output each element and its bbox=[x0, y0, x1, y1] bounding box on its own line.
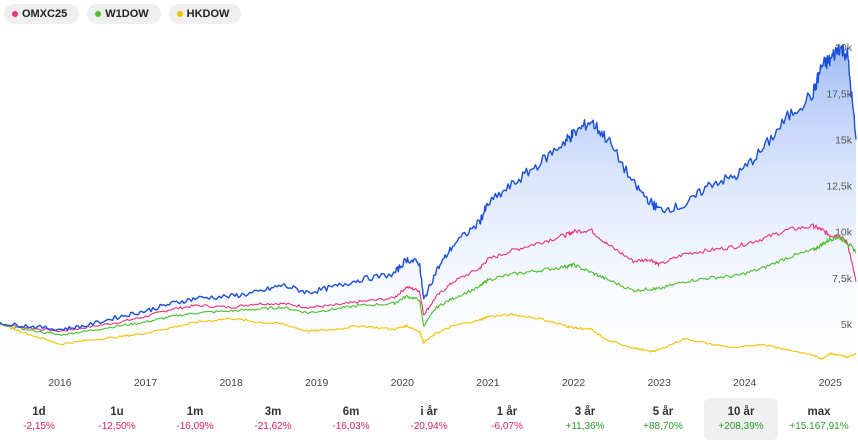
y-tick-label: 7,5k bbox=[832, 273, 853, 285]
period-change-value: -16,03% bbox=[332, 421, 370, 432]
x-tick-label: 2021 bbox=[476, 377, 500, 389]
x-tick-label: 2025 bbox=[819, 377, 843, 389]
y-tick-label: 12,5k bbox=[826, 181, 852, 193]
legend-dot-icon bbox=[12, 11, 18, 17]
period-button-1-år[interactable]: 1 år -6,07% bbox=[470, 398, 544, 440]
legend: OMXC25 W1DOW HKDOW bbox=[4, 4, 242, 24]
period-change-value: -20,94% bbox=[410, 421, 448, 432]
legend-label: HKDOW bbox=[186, 8, 230, 20]
x-tick-label: 2017 bbox=[134, 377, 158, 389]
series-line-omxc25 bbox=[0, 223, 857, 333]
period-label: max bbox=[807, 406, 831, 418]
period-button-3m[interactable]: 3m -21,62% bbox=[236, 398, 310, 440]
period-change-value: +15.167,91% bbox=[789, 421, 849, 432]
period-label: 3 år bbox=[574, 406, 596, 418]
period-label: 10 år bbox=[727, 406, 755, 418]
series-line-hkdow bbox=[0, 313, 857, 360]
period-change-value: -21,62% bbox=[254, 421, 292, 432]
series-line-primary bbox=[0, 44, 857, 332]
period-label: 1m bbox=[186, 406, 204, 418]
period-button-i-år[interactable]: i år -20,94% bbox=[392, 398, 466, 440]
x-tick-label: 2023 bbox=[647, 377, 671, 389]
series-area bbox=[0, 45, 856, 370]
period-change-value: -2,15% bbox=[23, 421, 55, 432]
period-label: i år bbox=[420, 406, 438, 418]
x-tick-label: 2016 bbox=[48, 377, 72, 389]
period-button-3-år[interactable]: 3 år +11,36% bbox=[548, 398, 622, 440]
period-change-value: -16,09% bbox=[176, 421, 214, 432]
period-button-6m[interactable]: 6m -16,03% bbox=[314, 398, 388, 440]
period-label: 6m bbox=[342, 406, 360, 418]
period-label: 3m bbox=[264, 406, 282, 418]
legend-dot-icon bbox=[176, 11, 183, 17]
x-tick-label: 2024 bbox=[733, 377, 757, 389]
series-line-w1dow bbox=[0, 235, 857, 337]
period-button-10-år[interactable]: 10 år +208,39% bbox=[704, 398, 778, 440]
period-label: 1 år bbox=[496, 406, 518, 418]
x-tick-label: 2018 bbox=[219, 377, 243, 389]
legend-chip-w1dow[interactable]: W1DOW bbox=[87, 4, 161, 24]
legend-label: W1DOW bbox=[105, 8, 149, 20]
legend-chip-hkdow[interactable]: HKDOW bbox=[168, 4, 242, 24]
period-button-5-år[interactable]: 5 år +88,70% bbox=[626, 398, 700, 440]
x-tick-label: 2022 bbox=[562, 377, 586, 389]
legend-dot-icon bbox=[95, 11, 102, 17]
period-label: 5 år bbox=[652, 406, 674, 418]
period-change-value: +11,36% bbox=[565, 421, 605, 432]
period-label: 1u bbox=[110, 406, 124, 418]
period-selector: 1d -2,15% 1u -12,50% 1m -16,09% 3m -21,62% 6m -16… bbox=[0, 398, 858, 440]
legend-chip-omxc25[interactable]: OMXC25 bbox=[4, 4, 80, 24]
period-button-1m[interactable]: 1m -16,09% bbox=[158, 398, 232, 440]
x-tick-label: 2020 bbox=[391, 377, 415, 389]
period-button-1u[interactable]: 1u -12,50% bbox=[80, 398, 154, 440]
period-button-max[interactable]: max +15.167,91% bbox=[782, 398, 856, 440]
period-button-1d[interactable]: 1d -2,15% bbox=[2, 398, 76, 440]
period-change-value: -6,07% bbox=[491, 421, 523, 432]
x-tick-label: 2019 bbox=[305, 377, 329, 389]
period-label: 1d bbox=[32, 406, 46, 418]
period-change-value: +208,39% bbox=[718, 421, 764, 432]
legend-label: OMXC25 bbox=[22, 8, 68, 20]
period-change-value: +88,70% bbox=[643, 421, 683, 432]
period-change-value: -12,50% bbox=[98, 421, 136, 432]
y-tick-label: 15k bbox=[835, 134, 853, 146]
y-tick-label: 17,5k bbox=[826, 88, 852, 100]
y-tick-label: 5k bbox=[841, 319, 853, 331]
